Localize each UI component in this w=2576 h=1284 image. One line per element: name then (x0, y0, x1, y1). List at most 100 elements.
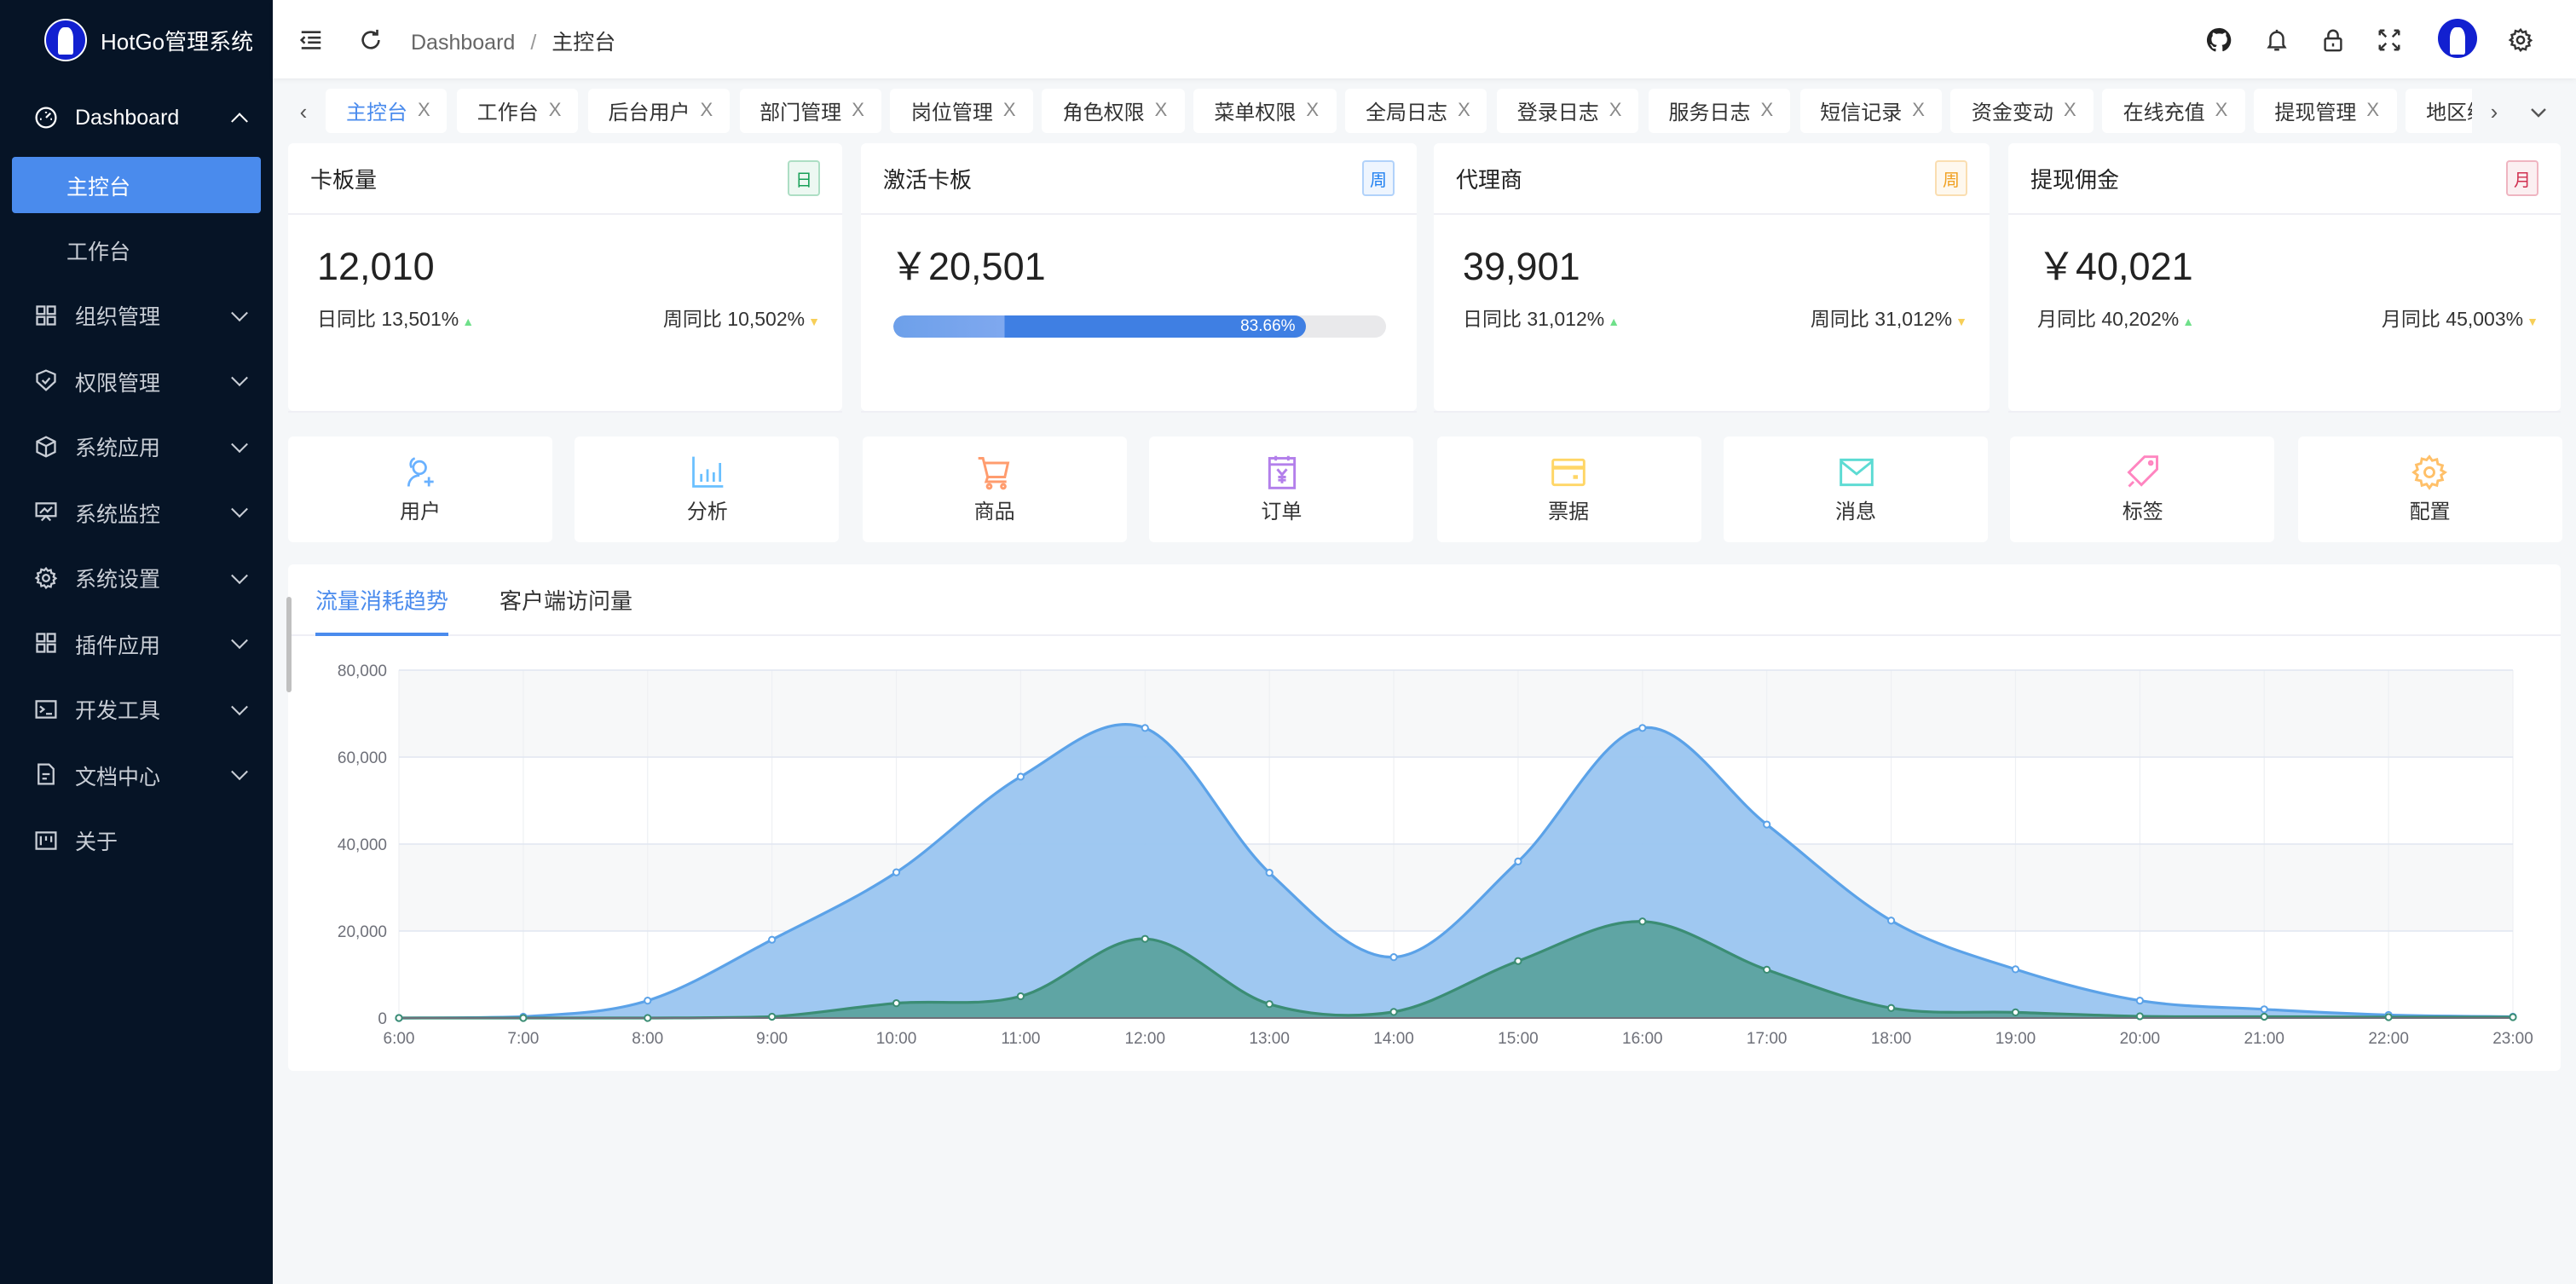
close-icon[interactable]: X (2063, 101, 2076, 121)
sidebar-item-8[interactable]: 插件应用 (0, 610, 273, 676)
x-tick-label: 18:00 (1871, 1030, 1912, 1048)
quick-card[interactable]: 票据 (1436, 437, 1701, 542)
data-point (1141, 724, 1149, 732)
close-icon[interactable]: X (1760, 101, 1774, 121)
sidebar-item-3[interactable]: 组织管理 (0, 282, 273, 348)
close-icon[interactable]: X (852, 101, 864, 121)
tabs-scroll-right-icon[interactable]: › (2490, 99, 2498, 124)
sidebar-item-label: 工作台 (66, 240, 131, 264)
settings-gear-icon[interactable] (2506, 26, 2533, 53)
grid-band (399, 844, 2513, 931)
breadcrumb-dashboard[interactable]: Dashboard (411, 30, 516, 54)
sidebar-item-2[interactable]: 工作台 (0, 217, 273, 282)
tab-0[interactable]: 主控台 X (326, 89, 448, 133)
data-point (1265, 1000, 1274, 1009)
quick-order[interactable]: 订单 (1149, 437, 1414, 542)
sidebar-item-label: 开发工具 (75, 699, 161, 724)
tab-traffic-trend[interactable]: 流量消耗趋势 (315, 563, 449, 636)
quick-bar-chart[interactable]: 分析 (575, 437, 840, 542)
close-icon[interactable]: X (1154, 101, 1168, 121)
close-icon[interactable]: X (548, 101, 562, 121)
tab-client-visits[interactable]: 客户端访问量 (500, 587, 633, 613)
fullscreen-icon[interactable] (2375, 26, 2402, 53)
data-point (1016, 772, 1025, 781)
github-icon[interactable] (2204, 26, 2232, 53)
progress-label: 83.66% (1240, 317, 1296, 336)
stat-title: 卡板量 (310, 167, 378, 193)
tab-9[interactable]: 服务日志 X (1648, 89, 1791, 133)
close-icon[interactable]: X (1912, 101, 1925, 121)
sidebar-item-5[interactable]: 系统应用 (0, 414, 273, 479)
quick-settings[interactable]: 配置 (2297, 437, 2562, 542)
sidebar-item-11[interactable]: 关于 (0, 807, 273, 873)
x-tick-label: 14:00 (1373, 1030, 1414, 1048)
period-badge: 月 (2506, 160, 2538, 196)
user-add-icon (401, 454, 439, 491)
tab-8[interactable]: 登录日志 X (1496, 89, 1639, 133)
sidebar-item-0[interactable]: Dashboard (0, 85, 273, 151)
sidebar-item-6[interactable]: 系统监控 (0, 479, 273, 545)
chevron-down-icon (231, 632, 248, 650)
sidebar-item-label: 系统设置 (75, 568, 161, 593)
close-icon[interactable]: X (1458, 101, 1470, 121)
sidebar-item-4[interactable]: 权限管理 (0, 348, 273, 414)
quick-tag[interactable]: 标签 (2010, 437, 2275, 542)
close-icon[interactable]: X (418, 101, 430, 121)
tab-11[interactable]: 资金变动 X (1950, 89, 2094, 133)
sidebar-item-9[interactable]: 开发工具 (0, 676, 273, 742)
close-icon[interactable]: X (1306, 101, 1320, 121)
data-point (644, 997, 652, 1005)
x-tick-label: 8:00 (632, 1030, 663, 1048)
refresh-icon[interactable] (356, 26, 384, 53)
tab-7[interactable]: 全局日志 X (1345, 89, 1487, 133)
tabs-scroll-left-icon[interactable]: ‹ (299, 99, 308, 124)
tab-12[interactable]: 在线充值 X (2102, 89, 2245, 133)
tabs-dropdown-chevron-icon[interactable] (2516, 89, 2561, 135)
app-title: HotGo管理系统 (101, 28, 254, 54)
trend-up-icon: ▲ (462, 317, 475, 329)
data-point (768, 935, 777, 944)
tab-6[interactable]: 菜单权限 X (1193, 89, 1337, 133)
close-icon[interactable]: X (2366, 101, 2380, 121)
x-tick-label: 11:00 (1001, 1030, 1040, 1048)
quick-user-add[interactable]: 用户 (288, 437, 552, 542)
tab-label: 后台用户 (608, 100, 690, 124)
x-tick-label: 16:00 (1622, 1030, 1663, 1048)
lock-icon[interactable] (2319, 26, 2346, 53)
sidebar-item-1[interactable]: 主控台 (12, 156, 261, 212)
tab-14[interactable]: 地区编码 (2406, 89, 2472, 133)
close-icon[interactable]: X (700, 101, 713, 121)
sidebar-item-10[interactable]: 文档中心 (0, 742, 273, 807)
data-point (892, 868, 901, 876)
y-tick-label: 80,000 (338, 662, 387, 680)
tab-2[interactable]: 后台用户 X (587, 89, 731, 133)
page-scrollbar[interactable] (286, 597, 292, 692)
tab-5[interactable]: 角色权限 X (1042, 89, 1185, 133)
x-tick-label: 21:00 (2244, 1030, 2284, 1048)
quick-cart[interactable]: 商品 (862, 437, 1127, 542)
close-icon[interactable]: X (1609, 101, 1622, 121)
tab-4[interactable]: 岗位管理 X (890, 89, 1033, 133)
close-icon[interactable]: X (2215, 101, 2228, 121)
menu-collapse-icon[interactable] (297, 26, 324, 53)
data-point (2384, 1013, 2393, 1021)
x-tick-label: 19:00 (1996, 1030, 2036, 1048)
sidebar-item-7[interactable]: 系统设置 (0, 545, 273, 610)
bell-icon[interactable] (2262, 26, 2290, 53)
tab-10[interactable]: 短信记录 X (1799, 89, 1942, 133)
series-line-1 (399, 920, 2514, 1020)
data-point (1886, 917, 1896, 925)
tab-13[interactable]: 提现管理 X (2254, 89, 2397, 133)
user-avatar[interactable] (2438, 19, 2477, 58)
tab-label: 菜单权限 (1214, 100, 1297, 124)
tab-1[interactable]: 工作台 X (456, 89, 579, 133)
quick-mail[interactable]: 消息 (1724, 437, 1988, 542)
quick-label: 用户 (399, 500, 441, 523)
document-icon (34, 763, 58, 787)
sidebar-item-label: 文档中心 (75, 765, 161, 789)
logo[interactable]: HotGo管理系统 (0, 0, 273, 78)
close-icon[interactable]: X (1002, 101, 1016, 121)
compare-left: 日同比 13,501% (317, 310, 459, 331)
tab-3[interactable]: 部门管理 X (739, 89, 881, 133)
